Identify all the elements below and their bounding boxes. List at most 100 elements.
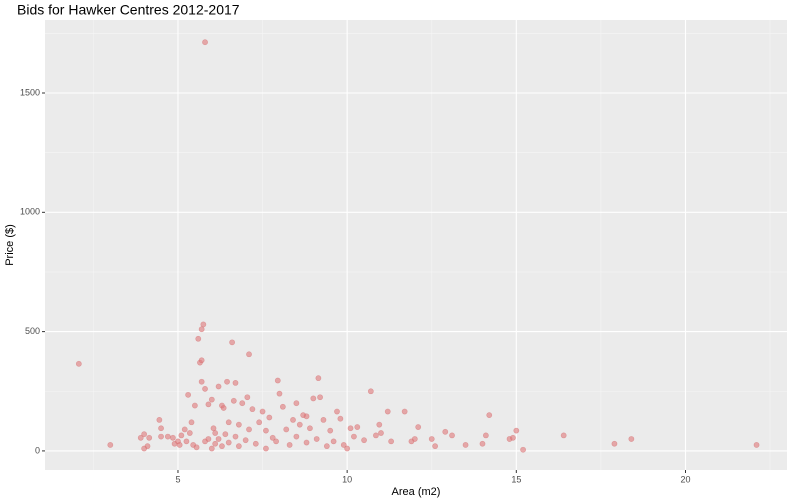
point [183,438,190,445]
point [256,419,263,426]
point [220,405,227,411]
point [401,408,408,415]
point [361,437,367,444]
point [176,442,183,448]
point [200,321,207,328]
point [303,439,310,446]
point [230,397,237,404]
point [293,433,300,440]
point [215,436,222,442]
point [205,401,212,408]
point [198,378,205,385]
point [263,445,269,452]
point [210,425,217,432]
x-tick-label: 10 [342,474,352,484]
point [510,434,516,441]
point [158,425,164,432]
point [252,440,259,447]
chart-title: Bids for Hawker Centres 2012-2017 [17,2,240,18]
y-axis-title: Price ($) [4,224,16,266]
point [388,438,395,445]
point [628,436,635,442]
point [313,436,320,442]
point [442,428,449,435]
point [246,426,252,433]
point [479,440,486,447]
point [215,383,222,390]
x-tick-label: 20 [680,474,690,484]
point [432,443,439,450]
y-tick-label: 1500 [20,87,40,97]
point [146,434,153,441]
point [347,425,354,432]
point [307,425,313,432]
point [378,430,384,436]
point [384,408,391,415]
point [340,442,347,448]
point [376,421,383,428]
point [219,443,225,450]
point [415,424,422,430]
point [156,416,163,423]
point [279,403,286,410]
y-tick-label: 500 [25,326,40,336]
point [141,445,148,452]
point [611,440,618,447]
point [317,394,323,401]
point [462,442,469,448]
point [269,434,276,441]
point [286,442,293,448]
point [178,432,185,439]
point [193,444,200,451]
point [351,433,357,440]
point [224,378,230,385]
point [367,388,374,395]
y-tick-label: 0 [35,445,40,455]
point [293,400,300,407]
point [239,400,246,407]
point [373,432,379,439]
point [323,443,330,450]
x-tick-label: 15 [511,474,521,484]
y-tick-label: 1000 [20,207,40,217]
point [560,432,567,439]
point [107,442,114,448]
point [246,351,252,358]
point [141,431,148,438]
point [242,437,249,444]
point [334,408,340,415]
x-tick-label: 5 [175,474,180,484]
point [354,424,361,430]
point [137,434,144,441]
point [186,430,193,436]
point [212,440,219,447]
point [283,426,290,433]
point [482,432,489,439]
point [158,433,164,440]
point [225,419,232,426]
point [212,430,219,436]
point [225,439,232,446]
x-axis-title: Area (m2) [392,486,441,498]
point [208,445,215,452]
point [195,335,202,342]
point [235,443,242,450]
point [185,391,192,398]
point [259,408,266,415]
point [249,406,256,413]
point [276,390,283,397]
point [208,396,215,403]
point [202,39,208,46]
point [198,326,205,333]
point [235,421,242,428]
point [296,421,303,428]
point [191,402,198,409]
point [198,357,205,364]
point [274,377,281,384]
point [164,433,171,440]
point [513,427,520,434]
point [486,412,493,419]
point [411,436,418,442]
point [520,446,526,453]
point [188,419,195,426]
